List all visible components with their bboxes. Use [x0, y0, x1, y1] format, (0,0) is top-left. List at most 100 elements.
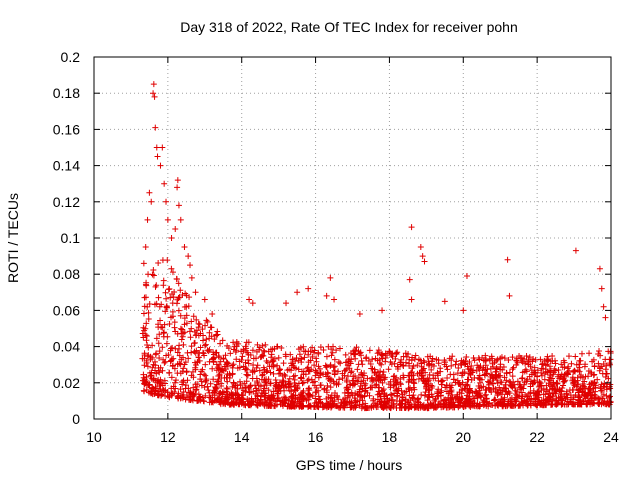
data-point — [401, 389, 408, 396]
data-point — [254, 402, 261, 409]
data-point — [202, 361, 209, 368]
data-point — [311, 347, 318, 354]
data-point — [525, 359, 532, 366]
data-point — [425, 393, 432, 400]
data-point — [380, 369, 387, 376]
data-point — [149, 271, 156, 278]
data-point — [441, 298, 448, 305]
data-point — [571, 367, 578, 374]
data-point — [328, 376, 335, 383]
data-point — [368, 365, 375, 372]
data-point — [446, 404, 453, 411]
data-point — [456, 381, 463, 388]
data-point — [552, 360, 559, 367]
x-axis-label: GPS time / hours — [296, 457, 403, 473]
data-point — [532, 369, 539, 376]
data-point — [294, 384, 301, 391]
data-point — [527, 402, 534, 409]
data-point — [343, 377, 350, 384]
data-point — [556, 387, 563, 394]
axis-ticks — [93, 56, 612, 420]
data-point — [574, 386, 581, 393]
data-point — [571, 377, 578, 384]
data-point — [209, 365, 216, 372]
data-point — [195, 350, 202, 357]
data-point — [152, 283, 159, 290]
data-point — [506, 292, 513, 299]
data-point — [356, 311, 363, 318]
data-point — [168, 374, 175, 381]
data-point — [590, 356, 597, 363]
data-point — [387, 359, 394, 366]
data-point — [150, 81, 157, 88]
data-point — [193, 397, 200, 404]
data-point — [372, 402, 379, 409]
data-point — [209, 311, 216, 318]
data-point — [209, 394, 216, 401]
data-point — [288, 388, 295, 395]
data-point — [586, 397, 593, 404]
data-point — [595, 351, 602, 358]
data-point — [497, 361, 504, 368]
data-point — [425, 361, 432, 368]
data-point — [494, 402, 501, 409]
data-point — [144, 342, 151, 349]
data-point — [502, 385, 509, 392]
data-point — [240, 363, 247, 370]
data-point — [254, 362, 261, 369]
data-point — [463, 392, 470, 399]
data-point — [519, 369, 526, 376]
data-point — [141, 362, 148, 369]
data-point — [359, 385, 366, 392]
data-point — [203, 317, 210, 324]
data-point — [483, 370, 490, 377]
data-point — [204, 383, 211, 390]
data-point — [572, 247, 579, 254]
data-point — [331, 398, 338, 405]
data-point — [519, 375, 526, 382]
data-point — [212, 349, 219, 356]
data-point — [335, 368, 342, 375]
data-point — [230, 395, 237, 402]
data-point — [509, 366, 516, 373]
data-point — [577, 357, 584, 364]
data-point — [607, 361, 614, 368]
data-point — [396, 401, 403, 408]
data-point — [229, 364, 236, 371]
data-point — [532, 396, 539, 403]
data-point — [227, 401, 234, 408]
data-point — [607, 385, 614, 392]
data-point — [305, 285, 312, 292]
data-point — [363, 354, 370, 361]
data-point — [295, 366, 302, 373]
data-point — [362, 400, 369, 407]
data-point — [213, 397, 220, 404]
data-point — [407, 369, 414, 376]
data-point — [282, 400, 289, 407]
data-point — [520, 385, 527, 392]
data-point — [172, 328, 179, 335]
data-point — [573, 383, 580, 390]
y-tick-label: 0.02 — [53, 375, 80, 391]
data-point — [264, 367, 271, 374]
data-point — [378, 361, 385, 368]
data-point — [425, 387, 432, 394]
data-point — [175, 280, 182, 287]
data-point — [300, 343, 307, 350]
data-point — [409, 394, 416, 401]
data-point — [174, 349, 181, 356]
data-point — [233, 389, 240, 396]
data-point — [160, 387, 167, 394]
data-point — [402, 359, 409, 366]
data-point — [361, 370, 368, 377]
data-point — [224, 363, 231, 370]
data-point — [181, 244, 188, 251]
data-point — [371, 366, 378, 373]
data-point — [184, 349, 191, 356]
y-tick-label: 0.1 — [61, 230, 81, 246]
data-point — [200, 397, 207, 404]
data-point — [504, 256, 511, 263]
data-point — [165, 286, 172, 293]
data-point — [483, 399, 490, 406]
data-point — [492, 396, 499, 403]
